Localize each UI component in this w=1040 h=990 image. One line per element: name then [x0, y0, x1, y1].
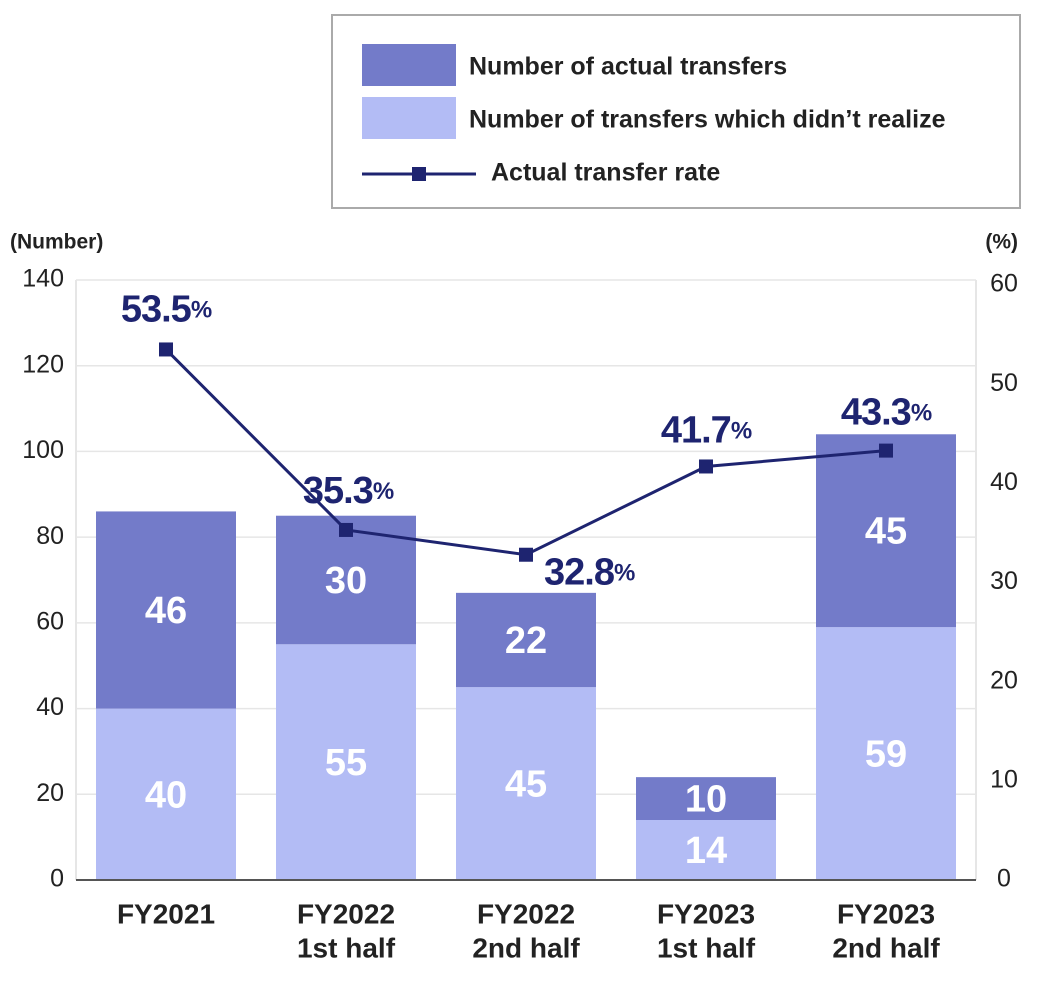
line-marker: [879, 443, 893, 458]
legend-marker: [412, 167, 426, 181]
y2-tick-label: 10: [990, 765, 1018, 793]
y-tick-label: 140: [22, 265, 64, 293]
bar: [636, 777, 776, 820]
x-tick-label: FY2023: [657, 898, 755, 929]
bar: [456, 687, 596, 880]
bar-value-label: 45: [865, 511, 907, 553]
x-tick-label: 1st half: [297, 932, 396, 963]
line-value-label: 41.7%: [661, 410, 752, 452]
legend-label: Number of transfers which didn’t realize: [469, 106, 946, 134]
y-tick-label: 100: [22, 436, 64, 464]
bar: [456, 592, 596, 688]
y2-tick-label: 0: [997, 865, 1011, 893]
bar: [276, 644, 416, 880]
y-axis-label: (Number): [10, 231, 103, 254]
x-tick-label: FY2022: [477, 898, 575, 929]
bar-value-label: 22: [505, 620, 547, 662]
y2-tick-label: 20: [990, 666, 1018, 694]
x-tick-label: FY2022: [297, 898, 395, 929]
bar-value-label: 55: [325, 742, 367, 784]
legend-swatch: [362, 44, 456, 86]
y2-tick-label: 50: [990, 369, 1018, 397]
y-tick-label: 40: [36, 693, 64, 721]
line-value-label: 43.3%: [841, 392, 932, 434]
line-marker: [519, 547, 533, 562]
bar-value-label: 10: [685, 779, 727, 821]
bar-value-label: 59: [865, 734, 907, 776]
x-tick-label: 2nd half: [832, 932, 940, 963]
line-marker: [159, 342, 173, 357]
bar: [96, 708, 236, 880]
y2-axis-label: (%): [985, 231, 1018, 254]
bar-value-label: 40: [145, 774, 187, 816]
x-tick-label: FY2021: [117, 898, 215, 929]
x-tick-label: 1st half: [657, 932, 756, 963]
bar: [636, 820, 776, 880]
y2-tick-label: 40: [990, 468, 1018, 496]
bar: [96, 511, 236, 709]
line-value-label: 53.5%: [121, 288, 212, 330]
line-marker: [699, 459, 713, 474]
x-tick-label: FY2023: [837, 898, 935, 929]
legend-label: Actual transfer rate: [491, 159, 720, 187]
bar: [816, 434, 956, 628]
bar-value-label: 30: [325, 560, 367, 602]
y-tick-label: 120: [22, 350, 64, 378]
bar-value-label: 46: [145, 590, 187, 632]
x-tick-label: 2nd half: [472, 932, 580, 963]
line-value-label: 32.8%: [544, 552, 635, 594]
bar: [816, 627, 956, 880]
y-tick-label: 60: [36, 607, 64, 635]
y2-tick-label: 60: [990, 270, 1018, 298]
bar-value-label: 14: [685, 830, 727, 872]
y-tick-label: 20: [36, 779, 64, 807]
y-tick-label: 0: [50, 865, 64, 893]
line-marker: [339, 522, 353, 537]
legend-swatch: [362, 97, 456, 139]
y2-tick-label: 30: [990, 567, 1018, 595]
legend-label: Number of actual transfers: [469, 53, 787, 81]
y-tick-label: 80: [36, 522, 64, 550]
bar-value-label: 45: [505, 764, 547, 806]
line-value-label: 35.3%: [303, 470, 394, 512]
